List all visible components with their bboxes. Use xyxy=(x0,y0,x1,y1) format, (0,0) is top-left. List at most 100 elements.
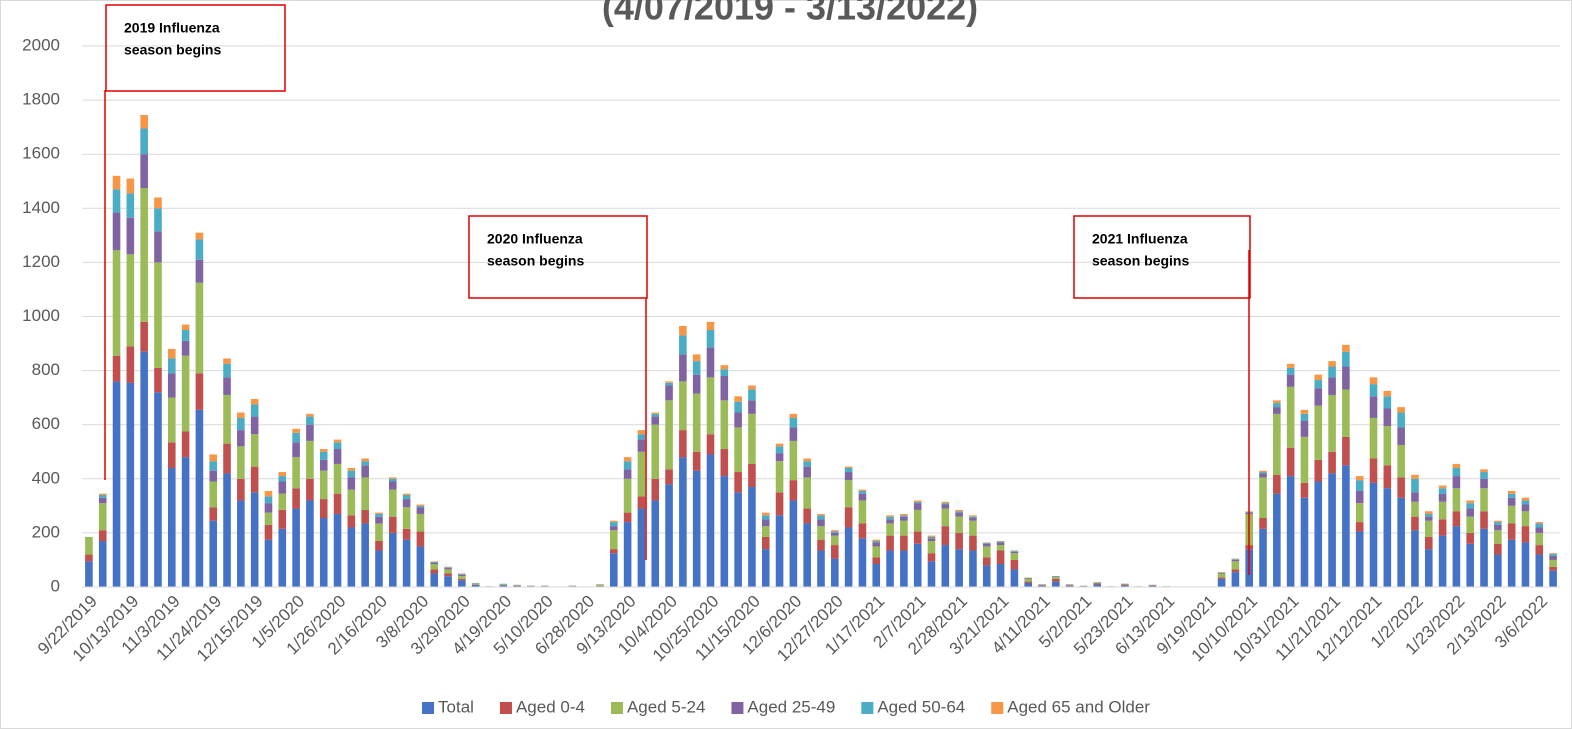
bar-segment xyxy=(250,416,259,435)
bar-segment xyxy=(610,520,618,523)
bar-segment xyxy=(596,584,604,586)
bar-segment xyxy=(955,511,963,513)
bar-segment xyxy=(1342,366,1350,390)
bar-segment xyxy=(789,427,798,441)
bar-segment xyxy=(955,509,963,512)
bar-segment xyxy=(969,520,977,536)
bar-segment xyxy=(1217,572,1226,574)
bar-segment xyxy=(1010,551,1019,554)
bar-segment xyxy=(1286,374,1295,387)
bar-segment xyxy=(969,516,977,519)
bar-segment xyxy=(872,539,881,542)
bar-segment xyxy=(886,523,894,536)
bar-segment xyxy=(140,188,148,322)
bar-segment xyxy=(610,553,618,587)
bar-segment xyxy=(748,463,756,487)
y-tick-label: 1600 xyxy=(22,144,60,163)
bar-segment xyxy=(1397,477,1405,498)
bar-segment xyxy=(1355,476,1364,481)
bar-segment xyxy=(1549,553,1557,554)
bar-segment xyxy=(1383,426,1392,466)
bar-segment xyxy=(430,562,439,565)
bar-segment xyxy=(1038,584,1046,586)
bar-segment xyxy=(1355,490,1364,504)
bar-segment xyxy=(1024,578,1032,582)
bar-segment xyxy=(361,465,369,478)
bar-segment xyxy=(1452,463,1461,468)
bar-segment xyxy=(154,392,162,587)
bar-segment xyxy=(1052,576,1060,579)
bar-segment xyxy=(1010,569,1019,587)
bar-segment xyxy=(1231,559,1240,560)
bar-segment xyxy=(237,500,245,587)
bar-segment xyxy=(209,520,218,587)
bar-segment xyxy=(471,584,480,585)
bar-segment xyxy=(610,526,618,531)
bar-segment xyxy=(1342,465,1350,587)
bar-segment xyxy=(1273,474,1281,494)
bar-segment xyxy=(458,576,466,579)
bar-segment xyxy=(1273,493,1281,587)
bar-segment xyxy=(402,499,411,508)
bar-segment xyxy=(375,523,383,542)
bar-segment xyxy=(444,573,452,577)
bar-segment xyxy=(167,467,176,587)
bar-segment xyxy=(1521,542,1530,587)
bar-segment xyxy=(692,374,701,394)
bar-segment xyxy=(333,442,342,450)
bar-segment xyxy=(361,477,369,510)
bar-segment xyxy=(223,358,231,364)
bar-segment xyxy=(375,512,383,514)
bar-segment xyxy=(1438,488,1447,494)
bar-segment xyxy=(748,413,756,464)
bar-segment xyxy=(734,472,742,493)
legend-label: Aged 50-64 xyxy=(877,697,965,716)
bar-segment xyxy=(872,546,881,558)
bar-segment xyxy=(775,446,784,454)
bar-segment xyxy=(665,484,673,587)
bar-segment xyxy=(1052,581,1060,587)
bar-segment xyxy=(181,355,190,432)
bar-segment xyxy=(1259,518,1267,529)
bar-segment xyxy=(886,516,894,520)
bar-segment xyxy=(264,496,273,504)
bar-segment xyxy=(1383,488,1392,587)
bar-segment xyxy=(1507,493,1516,498)
bar-segment xyxy=(913,543,922,587)
bar-segment xyxy=(665,381,673,383)
bar-segment xyxy=(1424,549,1433,587)
bar-segment xyxy=(761,515,770,520)
bar-segment xyxy=(900,550,908,587)
bar-segment xyxy=(637,434,646,440)
bar-segment xyxy=(941,503,950,505)
bar-segment xyxy=(1010,553,1019,560)
y-tick-label: 2000 xyxy=(22,35,60,54)
bar-segment xyxy=(858,500,867,524)
bar-segment xyxy=(1300,482,1309,498)
bar-segment xyxy=(1438,493,1447,502)
bar-segment xyxy=(1273,413,1281,475)
bar-segment xyxy=(1052,576,1060,577)
bar-segment xyxy=(388,477,397,479)
bar-segment xyxy=(1383,465,1392,489)
legend-label: Aged 65 and Older xyxy=(1007,697,1150,716)
bar-segment xyxy=(1480,478,1488,489)
bar-segment xyxy=(167,348,176,359)
bar-segment xyxy=(1549,553,1557,556)
bar-segment xyxy=(927,538,936,542)
annotation-box xyxy=(105,4,286,92)
bar-segment xyxy=(1286,386,1295,448)
bar-segment xyxy=(1369,377,1378,385)
bar-segment xyxy=(789,480,798,501)
bar-segment xyxy=(1494,522,1502,525)
bar-segment xyxy=(996,541,1005,542)
bar-segment xyxy=(1452,526,1461,587)
bar-segment xyxy=(1273,403,1281,408)
bar-segment xyxy=(250,404,259,417)
bar-segment xyxy=(375,516,383,524)
bar-segment xyxy=(223,394,231,444)
bar-segment xyxy=(1093,584,1102,587)
bar-segment xyxy=(98,541,107,587)
bar-segment xyxy=(1300,409,1309,414)
bar-segment xyxy=(1010,551,1019,552)
